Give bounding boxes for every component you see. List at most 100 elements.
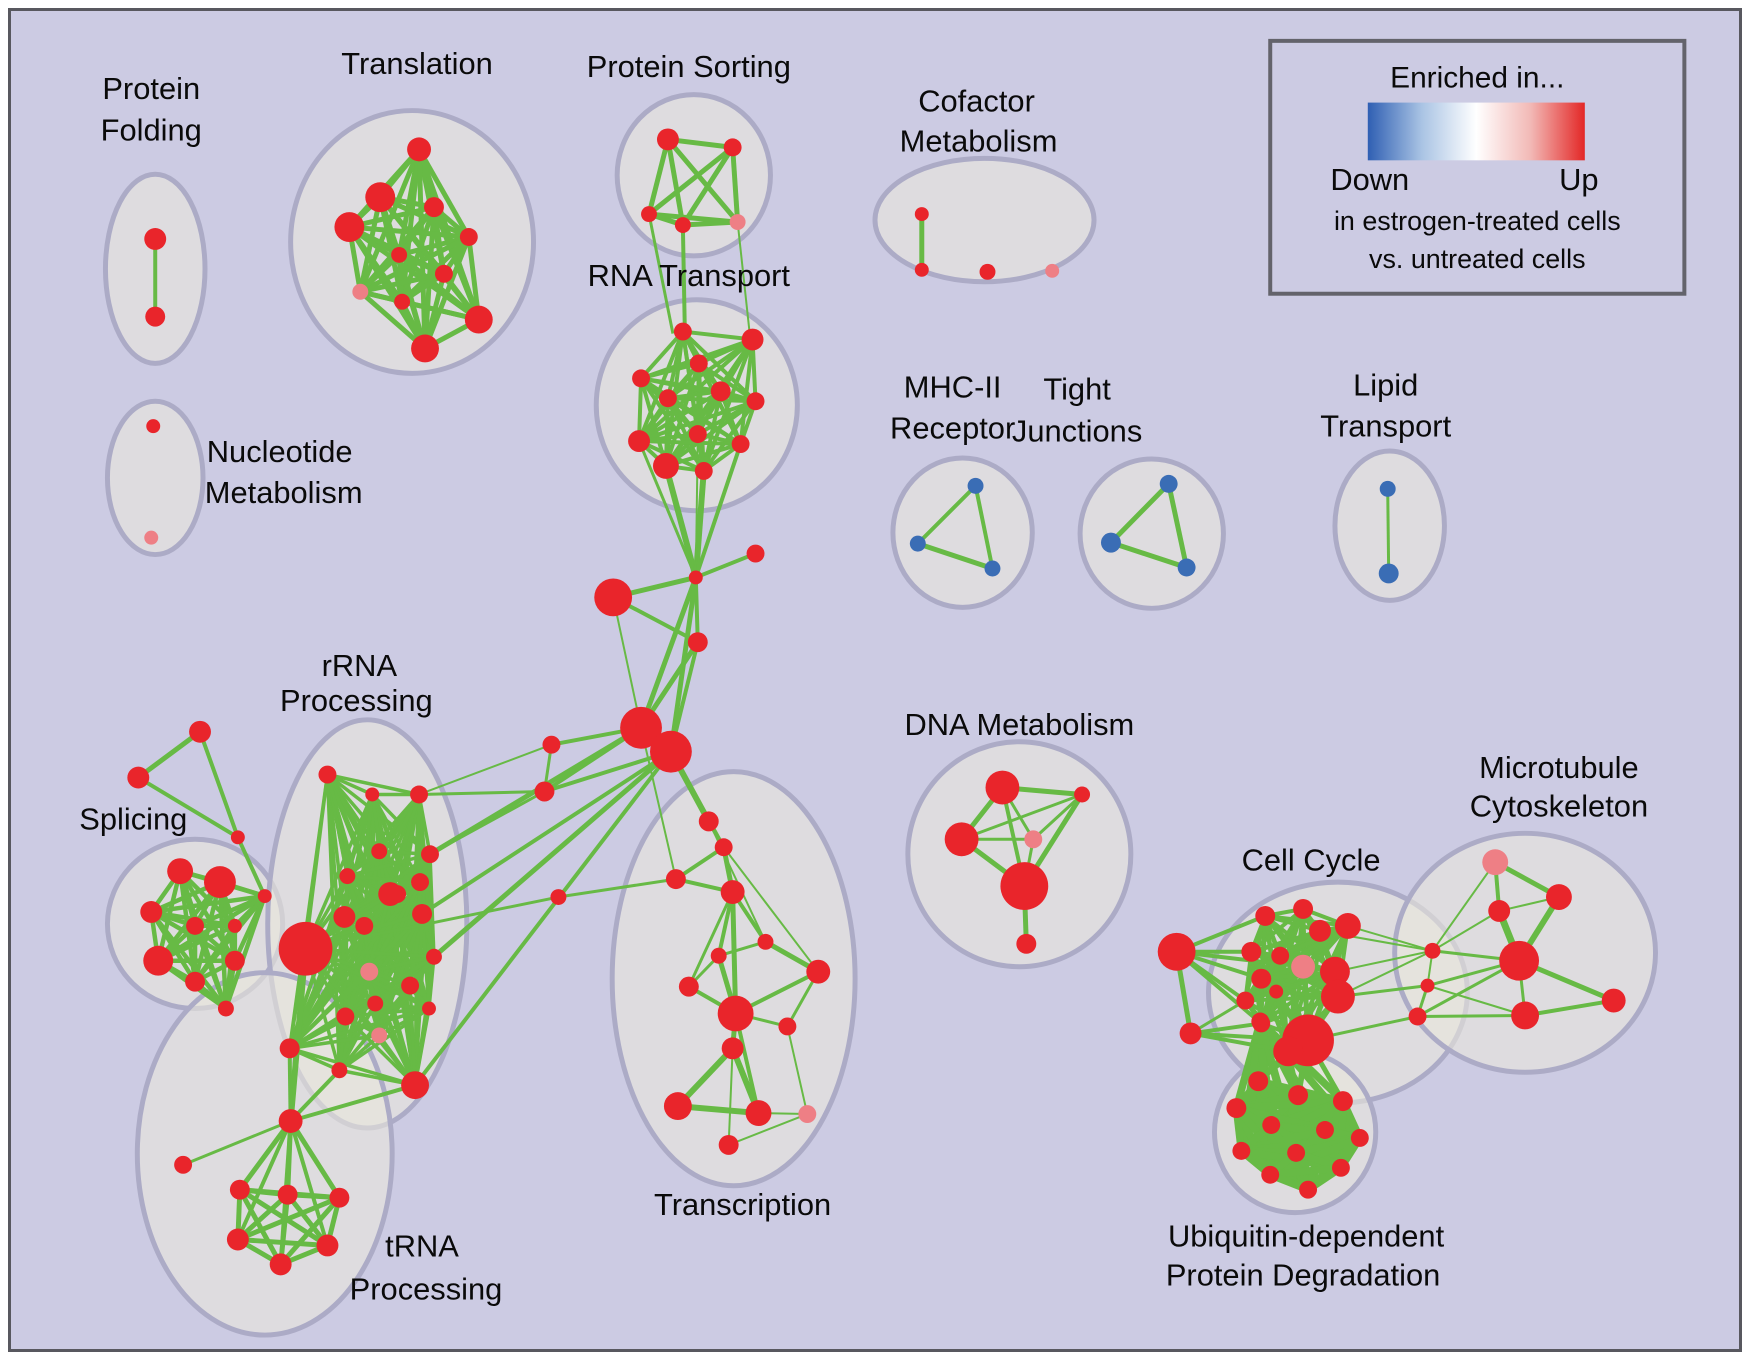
gene-set-node[interactable] <box>401 976 420 995</box>
gene-set-node[interactable] <box>1499 940 1540 981</box>
gene-set-node[interactable] <box>1074 786 1091 803</box>
gene-set-node[interactable] <box>1232 1141 1251 1160</box>
gene-set-node[interactable] <box>185 971 206 992</box>
gene-set-node[interactable] <box>718 1134 739 1155</box>
gene-set-node[interactable] <box>333 905 356 928</box>
gene-set-node[interactable] <box>550 889 567 905</box>
gene-set-node[interactable] <box>371 843 388 860</box>
gene-set-node[interactable] <box>1287 1143 1306 1162</box>
gene-set-node[interactable] <box>1251 1012 1270 1031</box>
gene-set-node[interactable] <box>717 995 754 1032</box>
gene-set-node[interactable] <box>673 322 692 341</box>
gene-set-node[interactable] <box>269 1253 292 1276</box>
gene-set-node[interactable] <box>710 381 731 402</box>
gene-set-node[interactable] <box>944 822 979 857</box>
gene-set-node[interactable] <box>1236 991 1255 1010</box>
gene-set-node[interactable] <box>407 137 431 162</box>
gene-set-node[interactable] <box>1299 1180 1318 1199</box>
gene-set-node[interactable] <box>1273 1036 1304 1067</box>
gene-set-node[interactable] <box>1350 1128 1369 1147</box>
gene-set-node[interactable] <box>174 1155 193 1174</box>
gene-set-node[interactable] <box>632 369 651 388</box>
gene-set-node[interactable] <box>127 766 150 789</box>
gene-set-node[interactable] <box>798 1105 817 1124</box>
gene-set-node[interactable] <box>1159 474 1178 493</box>
gene-set-node[interactable] <box>411 334 439 363</box>
gene-set-node[interactable] <box>979 263 996 280</box>
gene-set-node[interactable] <box>1309 919 1331 942</box>
gene-set-node[interactable] <box>698 811 719 832</box>
gene-set-node[interactable] <box>140 901 163 923</box>
gene-set-node[interactable] <box>1293 899 1314 919</box>
gene-set-node[interactable] <box>1241 941 1262 962</box>
gene-set-node[interactable] <box>144 530 159 545</box>
gene-set-node[interactable] <box>378 882 403 906</box>
gene-set-node[interactable] <box>757 933 774 950</box>
gene-set-node[interactable] <box>914 262 929 277</box>
gene-set-node[interactable] <box>652 453 679 479</box>
gene-set-node[interactable] <box>534 781 555 802</box>
gene-set-node[interactable] <box>663 1092 692 1121</box>
gene-set-node[interactable] <box>806 959 831 984</box>
gene-set-node[interactable] <box>1045 263 1060 278</box>
gene-set-node[interactable] <box>1226 1098 1247 1119</box>
gene-set-node[interactable] <box>909 535 926 552</box>
gene-set-node[interactable] <box>144 228 167 250</box>
gene-set-node[interactable] <box>394 293 411 310</box>
gene-set-node[interactable] <box>914 207 929 222</box>
gene-set-node[interactable] <box>1024 830 1043 849</box>
gene-set-node[interactable] <box>1379 480 1396 497</box>
gene-set-node[interactable] <box>1378 563 1399 584</box>
gene-set-node[interactable] <box>1000 862 1049 910</box>
gene-set-node[interactable] <box>189 720 211 743</box>
gene-set-node[interactable] <box>1100 532 1121 553</box>
gene-set-node[interactable] <box>145 306 166 327</box>
gene-set-node[interactable] <box>1291 954 1316 979</box>
gene-set-node[interactable] <box>721 1037 744 1060</box>
gene-set-node[interactable] <box>352 283 369 300</box>
gene-set-node[interactable] <box>1269 984 1284 999</box>
gene-set-node[interactable] <box>1248 1071 1269 1092</box>
gene-set-node[interactable] <box>334 212 365 242</box>
gene-set-node[interactable] <box>1331 1158 1350 1177</box>
gene-set-node[interactable] <box>360 962 379 981</box>
gene-set-node[interactable] <box>1262 1116 1281 1134</box>
gene-set-node[interactable] <box>694 461 713 480</box>
gene-set-node[interactable] <box>688 425 707 444</box>
gene-set-node[interactable] <box>1545 884 1572 910</box>
gene-set-node[interactable] <box>746 392 765 411</box>
gene-set-node[interactable] <box>658 389 677 408</box>
gene-set-node[interactable] <box>412 903 432 924</box>
gene-set-node[interactable] <box>1408 1007 1427 1026</box>
gene-set-node[interactable] <box>650 730 692 773</box>
gene-set-node[interactable] <box>1488 900 1511 922</box>
gene-set-node[interactable] <box>1321 979 1355 1014</box>
gene-set-node[interactable] <box>665 869 686 890</box>
gene-set-node[interactable] <box>277 1184 298 1205</box>
gene-set-node[interactable] <box>411 873 429 892</box>
gene-set-node[interactable] <box>426 948 442 965</box>
gene-set-node[interactable] <box>365 182 396 213</box>
gene-set-node[interactable] <box>689 354 708 373</box>
gene-set-node[interactable] <box>186 916 205 935</box>
gene-set-node[interactable] <box>1482 849 1509 876</box>
gene-set-node[interactable] <box>710 947 727 964</box>
gene-set-node[interactable] <box>729 214 746 231</box>
gene-set-node[interactable] <box>459 228 478 246</box>
gene-set-node[interactable] <box>365 787 380 802</box>
gene-set-node[interactable] <box>741 328 764 351</box>
gene-set-node[interactable] <box>745 1100 772 1126</box>
gene-set-node[interactable] <box>778 1017 797 1036</box>
gene-set-node[interactable] <box>464 305 493 334</box>
gene-set-node[interactable] <box>1261 1165 1280 1184</box>
gene-set-node[interactable] <box>985 770 1020 805</box>
gene-set-node[interactable] <box>329 1187 350 1208</box>
gene-set-node[interactable] <box>257 889 272 903</box>
gene-set-node[interactable] <box>542 735 561 754</box>
gene-set-node[interactable] <box>1255 905 1276 926</box>
gene-set-node[interactable] <box>229 1179 250 1200</box>
gene-set-node[interactable] <box>355 916 374 935</box>
gene-set-node[interactable] <box>367 995 384 1012</box>
gene-set-node[interactable] <box>967 477 984 494</box>
gene-set-node[interactable] <box>434 264 453 283</box>
